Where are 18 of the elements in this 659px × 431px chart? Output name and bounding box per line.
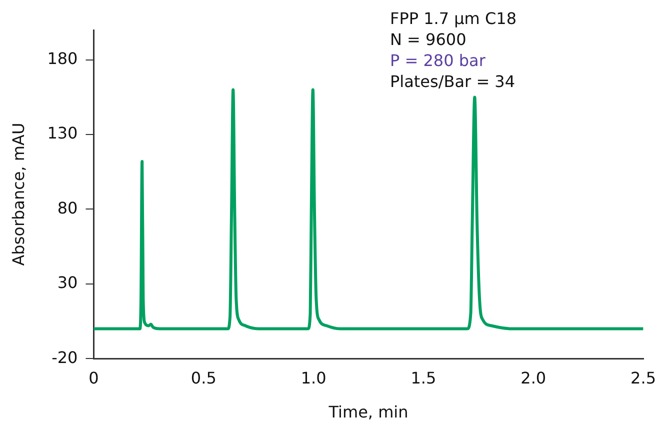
y-axis-title: Absorbance, mAU	[8, 122, 28, 266]
x-axis-title: Time, min	[328, 402, 408, 422]
text: FPP 1.7 µm C18	[390, 8, 516, 29]
y-tick-label: 180	[47, 49, 78, 68]
y-tick-label: -20	[52, 348, 78, 367]
x-tick-label: 0.5	[190, 368, 216, 388]
annotation: Plates/Bar = 34	[390, 71, 516, 92]
x-tick-label: 0	[88, 368, 99, 388]
annotation: P = 280 bar	[390, 50, 486, 71]
line-series	[94, 88, 644, 330]
y-tick-label: 80	[57, 198, 78, 218]
annotation: N = 9600	[390, 29, 468, 50]
x-tick-label: 1.5	[410, 368, 436, 388]
x-tick-label: 2.5	[630, 368, 656, 388]
y-tick-label: 130	[47, 124, 78, 143]
x-tick-label: 1.0	[300, 368, 326, 388]
x-tick-label: 2.0	[520, 368, 546, 388]
y-tick-label: 30	[57, 273, 78, 292]
